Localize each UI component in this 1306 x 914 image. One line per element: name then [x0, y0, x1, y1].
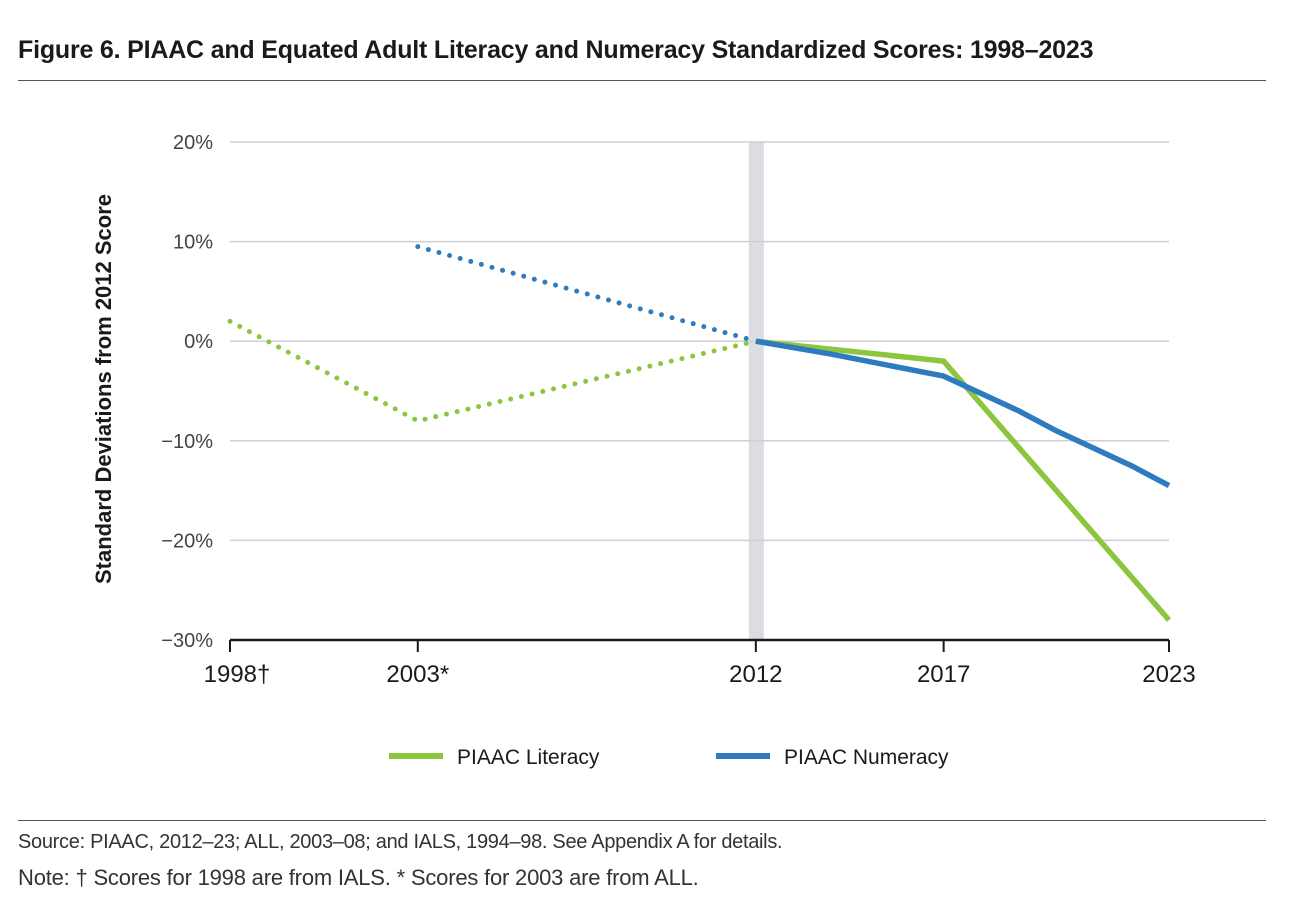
source-divider: [18, 820, 1266, 821]
x-tick-label: 2023: [1142, 661, 1195, 688]
literacy-equated-dotted-line: [227, 318, 759, 424]
y-tick-label: −20%: [161, 530, 213, 552]
note-text: Note: † Scores for 1998 are from IALS. *…: [18, 865, 699, 890]
figure-title: Figure 6. PIAAC and Equated Adult Litera…: [18, 36, 1094, 64]
literacy-legend-label: PIAAC Literacy: [457, 746, 600, 769]
source-text: Source: PIAAC, 2012–23; ALL, 2003–08; an…: [18, 831, 783, 853]
x-tick-label: 2003*: [386, 661, 449, 688]
literacy-piaac-line: [755, 338, 1172, 622]
title-divider: [18, 80, 1266, 81]
y-tick-label: 0%: [184, 331, 213, 353]
numeracy-piaac-line: [755, 338, 1171, 489]
numeracy-legend-label: PIAAC Numeracy: [784, 746, 949, 769]
x-tick-label: 2017: [917, 661, 970, 688]
x-tick-label: 2012: [729, 661, 782, 688]
y-tick-label: −10%: [161, 431, 213, 453]
y-tick-label: 10%: [173, 232, 213, 254]
x-tick-label: 1998†: [204, 661, 271, 688]
y-axis-title: Standard Deviations from 2012 Score: [91, 194, 116, 584]
y-tick-label: −30%: [161, 630, 213, 652]
numeracy-equated-dotted-line: [415, 244, 759, 344]
line-chart: 20% 10% 0% −10% −20% −30% 1998† 2003* 2012 2017 20…: [91, 132, 1196, 769]
base-year-band: [748, 142, 764, 640]
y-tick-label: 20%: [173, 132, 213, 154]
